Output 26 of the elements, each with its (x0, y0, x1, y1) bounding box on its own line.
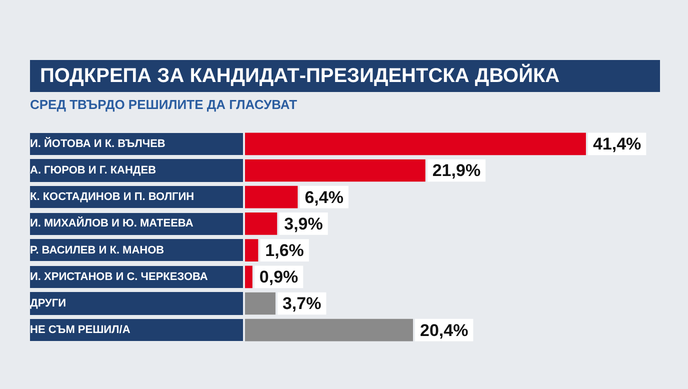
data-label: 20,4% (420, 320, 468, 340)
y-tick-label: И. ХРИСТАНОВ И С. ЧЕРКЕЗОВА (30, 270, 208, 283)
chart-subtitle: СРЕД ТВЪРДО РЕШИЛИТЕ ДА ГЛАСУВАТ (30, 97, 298, 112)
data-label: 3,9% (284, 214, 323, 234)
y-tick-label: ДРУГИ (30, 298, 66, 310)
chart-title: ПОДКРЕПА ЗА КАНДИДАТ-ПРЕЗИДЕНТСКА ДВОЙКА (30, 60, 660, 92)
data-label: 21,9% (432, 161, 481, 180)
bar (245, 159, 426, 182)
y-tick-label: И. МИХАЙЛОВ И Ю. МАТЕЕВА (30, 216, 194, 230)
data-label: 6,4% (304, 188, 344, 207)
y-tick-label: И. ЙОТОВА И К. ВЪЛЧЕВ (30, 136, 166, 150)
y-tick-label: К. КОСТАДИНОВ И П. ВОЛГИН (30, 191, 194, 204)
bar (245, 186, 298, 208)
bar (245, 318, 413, 342)
bar (245, 212, 278, 235)
bar (245, 266, 252, 288)
bar (245, 239, 258, 262)
bar (245, 132, 586, 156)
data-label: 3,7% (282, 294, 322, 314)
data-label: 1,6% (265, 240, 304, 260)
y-tick-label: НЕ СЪМ РЕШИЛ/А (30, 324, 130, 336)
data-label: 0,9% (259, 268, 298, 287)
bar (245, 292, 276, 315)
y-tick-label: А. ГЮРОВ И Г. КАНДЕВ (30, 164, 156, 177)
y-tick-label: Р. ВАСИЛЕВ И К. МАНОВ (30, 244, 164, 256)
data-label: 41,4% (592, 134, 642, 154)
